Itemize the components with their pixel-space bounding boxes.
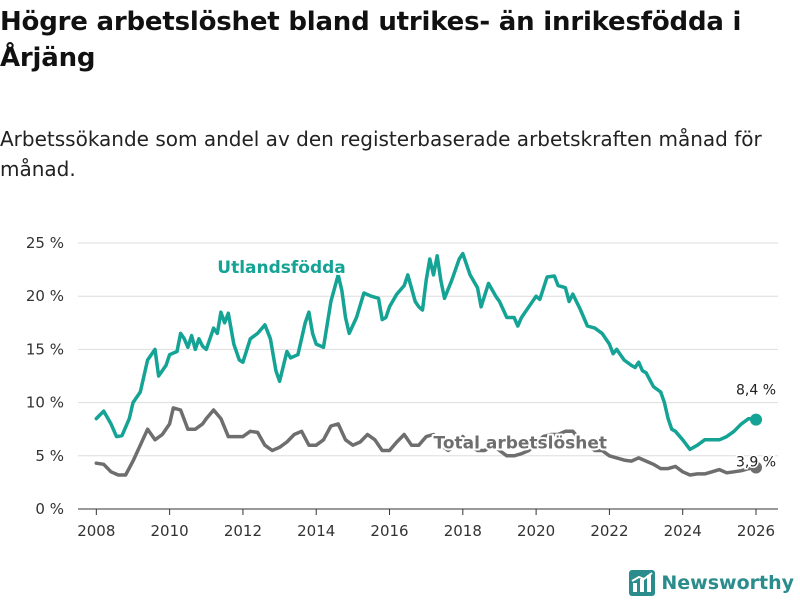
y-tick-label: 10 % — [26, 394, 64, 412]
series-endpoint-utlandsfodda — [750, 413, 763, 426]
series-label-utlandsfodda: Utlandsfödda — [217, 258, 346, 278]
y-tick-label: 5 % — [35, 447, 64, 465]
newsworthy-logo-icon — [629, 570, 656, 596]
y-tick-label: 25 % — [26, 234, 64, 252]
x-tick-label: 2014 — [297, 522, 335, 540]
brand-logo: Newsworthy — [629, 570, 794, 596]
chart-subtitle: Arbetssökande som andel av den registerb… — [0, 127, 762, 181]
x-tick-label: 2024 — [664, 522, 702, 540]
y-tick-label: 15 % — [26, 340, 64, 358]
x-axis: 2008 2010 2012 2014 2016 2018 2020 2022 2024 2026 — [77, 508, 778, 540]
series-label-total-arbetsloshet: Total arbetslöshet — [433, 433, 607, 453]
y-axis-ticks: 0 % 5 % 10 % 15 % 20 % 25 % — [26, 234, 64, 518]
series-line-total-arbetsloshet — [94, 406, 758, 477]
x-tick-label: 2008 — [77, 522, 115, 540]
x-tick-label: 2020 — [517, 522, 555, 540]
end-value-label-total-arbetsloshet: 3,9 % — [736, 454, 776, 470]
brand-name: Newsworthy — [661, 572, 794, 594]
x-tick-label: 2010 — [151, 522, 189, 540]
chart-title: Högre arbetslöshet bland utrikes- än inr… — [0, 7, 742, 73]
series-layer — [94, 251, 763, 477]
series-line-utlandsfodda — [94, 251, 758, 452]
end-value-label-utlandsfodda: 8,4 % — [736, 383, 776, 399]
series-endpoint-total-arbetsloshet — [750, 461, 763, 474]
y-tick-label: 20 % — [26, 287, 64, 305]
x-tick-label: 2026 — [737, 522, 775, 540]
x-tick-label: 2012 — [224, 522, 262, 540]
x-tick-label: 2016 — [370, 522, 408, 540]
series-labels: Utlandsfödda 8,4 % Total arbetslöshet 3,9 % — [215, 256, 777, 472]
y-gridlines — [78, 242, 778, 457]
x-tick-label: 2018 — [444, 522, 482, 540]
y-tick-label: 0 % — [35, 500, 64, 518]
x-tick-label: 2022 — [590, 522, 628, 540]
